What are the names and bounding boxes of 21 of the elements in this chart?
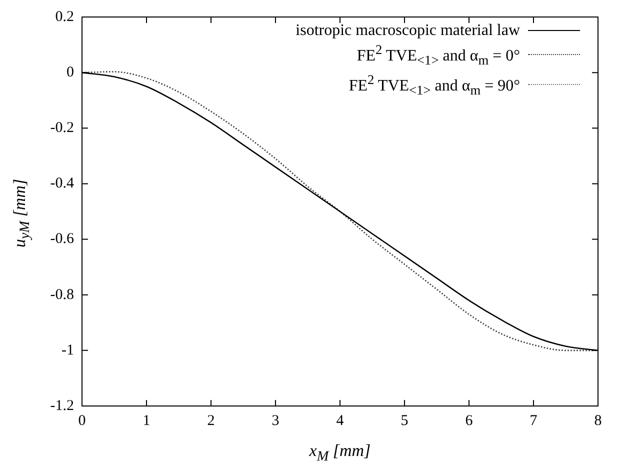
y-tick-label: -1.2: [50, 398, 74, 414]
x-tick-label: 2: [207, 412, 215, 429]
legend-label: FE$^{2}$ TVE$_{<1>}$ and α$_{m}$ = 90°: [348, 70, 520, 100]
y-tick-label: -0.6: [50, 231, 74, 248]
y-tick-label: -0.2: [50, 120, 74, 136]
x-tick-label: 6: [465, 412, 474, 429]
y-tick-label: -1: [62, 342, 74, 358]
x-tick-label: 7: [530, 412, 538, 429]
x-tick-label: 4: [336, 412, 344, 429]
x-tick-label: 1: [142, 412, 150, 429]
y-tick-label: -0.4: [50, 176, 74, 192]
x-tick-label: 0: [78, 412, 86, 429]
x-tick-label: 8: [594, 412, 602, 429]
legend-label: FE$^{2}$ TVE$_{<1>}$ and α$_{m}$ = 0°: [356, 41, 520, 70]
y-tick-label: 0: [66, 64, 74, 81]
x-axis-title: x$_{M}$ [mm]: [308, 441, 372, 465]
x-tick-label: 3: [272, 412, 280, 429]
y-tick-label: -0.8: [50, 286, 74, 303]
legend-label: isotropic macroscopic material law: [296, 21, 520, 40]
x-tick-label: 5: [400, 412, 408, 429]
y-tick-label: 0.2: [55, 8, 74, 25]
